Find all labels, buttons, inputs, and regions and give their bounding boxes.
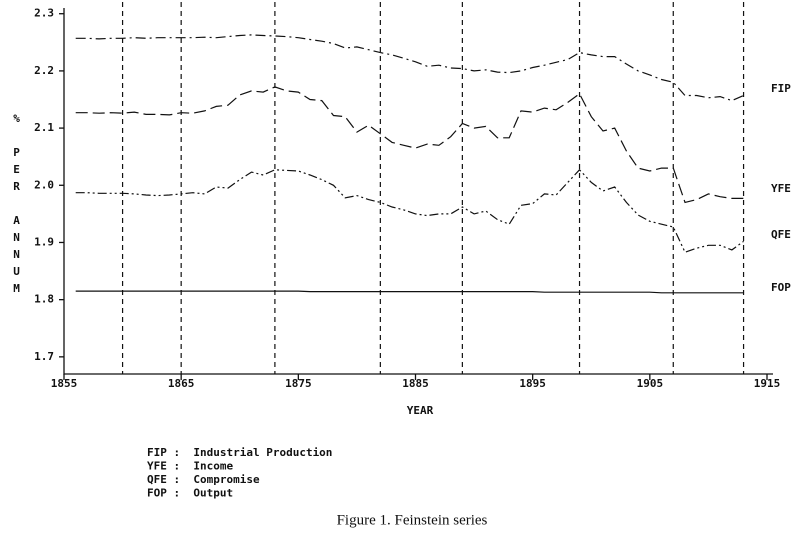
series-label: FOP	[771, 281, 791, 294]
series-line	[75, 290, 744, 294]
series-line	[75, 86, 744, 204]
y-tick-label: 2.1	[34, 121, 54, 134]
y-tick-label: 2.3	[34, 7, 54, 20]
y-tick-label: 2.2	[34, 64, 54, 77]
legend-entry: FIP : Industrial Production	[147, 446, 332, 459]
x-tick-label: 1895	[519, 377, 546, 390]
y-tick-label: 1.8	[34, 293, 54, 306]
x-tick-label: 1885	[402, 377, 429, 390]
legend-entry: FOP : Output	[147, 487, 233, 500]
x-tick-label: 1915	[754, 377, 781, 390]
legend-entry: QFE : Compromise	[147, 473, 260, 486]
series-label: FIP	[771, 82, 791, 95]
series-line	[75, 168, 744, 253]
x-tick-label: 1905	[637, 377, 664, 390]
y-tick-label: 1.9	[34, 235, 54, 248]
y-tick-label: 2.0	[34, 178, 54, 191]
y-tick-label: 1.7	[34, 350, 54, 363]
x-tick-label: 1865	[168, 377, 195, 390]
series-line	[75, 34, 744, 102]
series-label: YFE	[771, 182, 791, 195]
x-tick-label: 1855	[51, 377, 78, 390]
figure-caption: Figure 1. Feinstein series	[337, 512, 488, 528]
series-label: QFE	[771, 228, 791, 241]
x-tick-label: 1875	[285, 377, 312, 390]
legend-entry: YFE : Income	[147, 460, 233, 473]
y-axis-label: % PER ANNUM	[10, 112, 23, 299]
x-axis-label: YEAR	[407, 404, 434, 417]
